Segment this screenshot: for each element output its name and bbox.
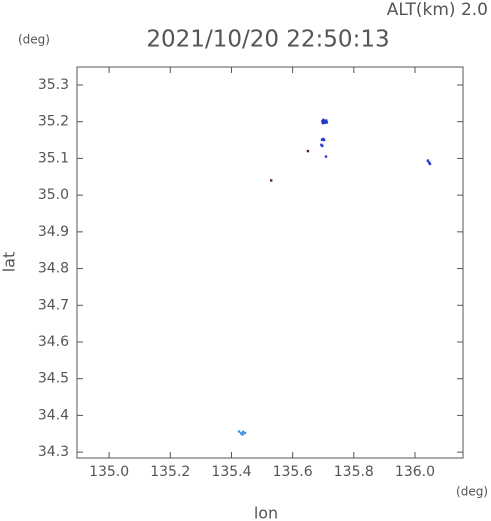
chart-title: 2021/10/20 22:50:13 bbox=[146, 27, 389, 53]
x-tick-label: 136.0 bbox=[395, 464, 435, 480]
point bbox=[325, 121, 329, 124]
y-axis-label: lat bbox=[0, 252, 19, 273]
x-tick-label: 135.8 bbox=[334, 464, 374, 480]
x-unit: (deg) bbox=[456, 485, 488, 499]
point bbox=[241, 430, 245, 434]
plot-frame bbox=[76, 66, 464, 459]
x-tick-label: 135.4 bbox=[211, 464, 251, 480]
y-tick-label: 34.3 bbox=[38, 444, 69, 460]
point bbox=[270, 179, 273, 182]
point bbox=[427, 161, 431, 164]
point bbox=[320, 138, 324, 141]
y-unit: (deg) bbox=[18, 33, 50, 47]
altitude-annotation: ALT(km) 2.0 bbox=[387, 0, 488, 20]
y-tick-label: 34.7 bbox=[38, 297, 69, 313]
point bbox=[237, 430, 241, 433]
point bbox=[322, 138, 326, 142]
point bbox=[428, 162, 432, 166]
point bbox=[240, 432, 243, 435]
y-tick-label: 34.9 bbox=[38, 224, 69, 240]
y-tick-label: 35.2 bbox=[38, 114, 69, 130]
y-tick-label: 35.1 bbox=[38, 150, 69, 166]
y-tick-label: 34.4 bbox=[38, 407, 69, 423]
x-axis-label: lon bbox=[254, 504, 278, 521]
point bbox=[321, 121, 325, 125]
y-tick-label: 34.6 bbox=[38, 334, 69, 350]
point bbox=[243, 431, 247, 435]
point bbox=[323, 121, 326, 125]
x-tick-label: 135.0 bbox=[89, 464, 129, 480]
x-tick-label: 135.2 bbox=[150, 464, 190, 480]
point bbox=[306, 149, 310, 153]
y-tick-label: 34.5 bbox=[38, 371, 69, 387]
y-tick-label: 35.3 bbox=[38, 77, 69, 93]
point bbox=[321, 144, 324, 148]
y-tick-label: 34.8 bbox=[38, 261, 69, 277]
point bbox=[241, 433, 244, 436]
x-tick-label: 135.6 bbox=[273, 464, 313, 480]
point bbox=[325, 119, 328, 122]
point bbox=[324, 155, 328, 158]
y-tick-label: 35.0 bbox=[38, 187, 69, 203]
point bbox=[322, 118, 325, 122]
point bbox=[426, 159, 430, 162]
